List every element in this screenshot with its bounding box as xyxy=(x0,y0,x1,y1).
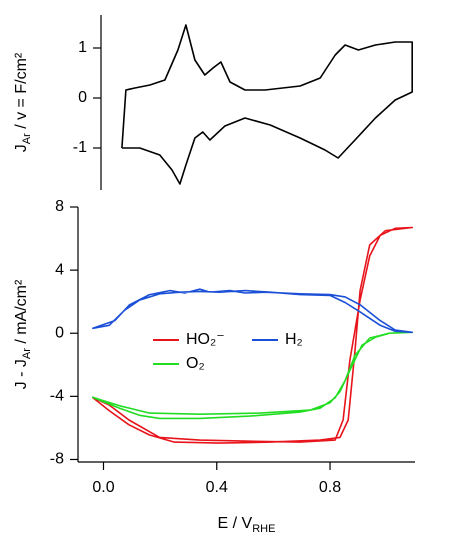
series-line xyxy=(91,226,413,444)
label-part: J xyxy=(13,144,30,152)
y-axis-label: J - JAr / mA/cm² xyxy=(13,279,33,389)
legend-label: O₂ xyxy=(186,355,205,372)
y-axis-label: JAr / v = F/cm² xyxy=(13,52,33,152)
series-line xyxy=(121,24,413,185)
legend-label: HO₂⁻ xyxy=(186,331,225,348)
y-tick-label: 8 xyxy=(55,198,64,215)
x-tick-label: 0.4 xyxy=(206,479,228,496)
x-tick-label: 0.0 xyxy=(92,479,114,496)
y-tick-label: 1 xyxy=(78,39,87,56)
y-tick-label: 0 xyxy=(55,324,64,341)
series-line xyxy=(91,331,413,420)
y-tick-label: -8 xyxy=(50,451,64,468)
label-part: / v = F/cm² xyxy=(13,52,30,133)
x-axis-label: E / VRHE xyxy=(218,515,276,535)
label-part: Ar xyxy=(21,348,33,359)
label-part: RHE xyxy=(252,523,275,535)
y-tick-label: -4 xyxy=(50,388,64,405)
x-tick-label: 0.8 xyxy=(319,479,341,496)
y-tick-label: 0 xyxy=(78,89,87,106)
y-tick-label: 4 xyxy=(55,261,64,278)
label-part: / mA/cm² xyxy=(13,279,30,348)
legend-label: H₂ xyxy=(285,331,303,348)
series-line xyxy=(91,288,413,334)
label-part: J - J xyxy=(13,359,30,389)
y-tick-label: -1 xyxy=(73,139,87,156)
label-part: E / V xyxy=(218,515,253,532)
label-part: Ar xyxy=(21,133,33,144)
